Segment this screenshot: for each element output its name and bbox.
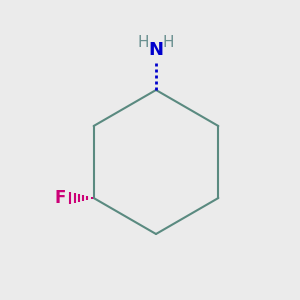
Text: F: F: [54, 189, 66, 207]
Text: N: N: [148, 40, 164, 58]
Text: H: H: [138, 35, 149, 50]
Text: H: H: [163, 35, 174, 50]
